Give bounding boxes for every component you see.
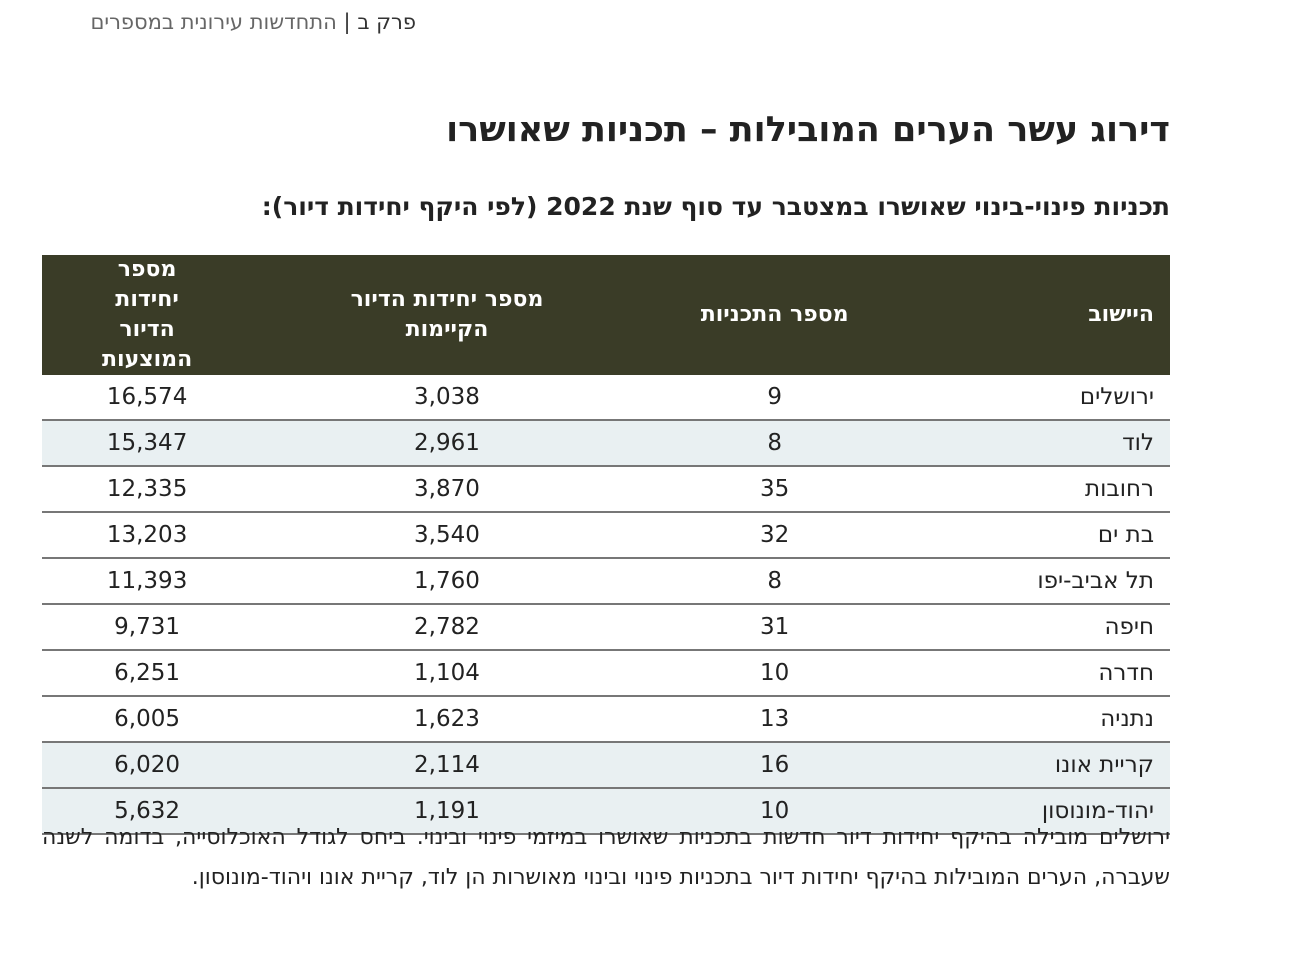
- cell-plans: 16: [641, 742, 908, 789]
- cell-plans: 35: [641, 466, 908, 513]
- cell-existing-units: 1,104: [252, 650, 642, 697]
- cell-plans: 8: [641, 558, 908, 605]
- cell-proposed-units: 6,251: [42, 650, 253, 697]
- cell-proposed-units: 6,020: [42, 742, 253, 789]
- cell-existing-units: 3,540: [252, 512, 642, 559]
- cell-existing-units: 3,870: [252, 466, 642, 513]
- cell-existing-units: 3,038: [252, 375, 642, 421]
- cell-proposed-units: 13,203: [42, 512, 253, 559]
- cell-city: תל אביב-יפו: [907, 558, 1170, 605]
- cell-city: רחובות: [907, 466, 1170, 513]
- table-row: תל אביב-יפו 8 1,760 11,393: [42, 558, 1170, 605]
- cell-proposed-units: 15,347: [42, 420, 253, 467]
- cell-city: חיפה: [907, 604, 1170, 651]
- cell-plans: 10: [641, 788, 908, 835]
- cell-city: נתניה: [907, 696, 1170, 743]
- table-row: יהוד-מונוסון 10 1,191 5,632: [42, 788, 1170, 835]
- table-row: קריית אונו 16 2,114 6,020: [42, 742, 1170, 789]
- cell-city: קריית אונו: [907, 742, 1170, 789]
- section-label: התחדשות עירונית במספרים: [90, 10, 337, 34]
- table-row: חדרה 10 1,104 6,251: [42, 650, 1170, 697]
- table-row: לוד 8 2,961 15,347: [42, 420, 1170, 467]
- cell-existing-units: 2,961: [252, 420, 642, 467]
- cell-proposed-units: 16,574: [42, 375, 253, 421]
- cell-plans: 9: [641, 375, 908, 421]
- separator: |: [343, 10, 351, 34]
- cell-city: לוד: [907, 420, 1170, 467]
- running-header: פרק ב | התחדשות עירונית במספרים: [44, 10, 416, 34]
- col-header-city: היישוב: [907, 255, 1170, 375]
- table-row: נתניה 13 1,623 6,005: [42, 696, 1170, 743]
- cell-proposed-units: 11,393: [42, 558, 253, 605]
- summary-paragraph: ירושלים מובילה בהיקף יחידות דיור חדשות ב…: [42, 825, 1170, 890]
- table-row: בת ים 32 3,540 13,203: [42, 512, 1170, 559]
- cell-plans: 13: [641, 696, 908, 743]
- cell-plans: 8: [641, 420, 908, 467]
- cell-proposed-units: 5,632: [42, 788, 253, 835]
- cell-existing-units: 1,191: [252, 788, 642, 835]
- cell-existing-units: 1,623: [252, 696, 642, 743]
- table-subtitle: תכניות פינוי-בינוי שאושרו במצטבר עד סוף …: [261, 192, 1170, 221]
- table-row: ירושלים 9 3,038 16,574: [42, 375, 1170, 421]
- page-title: דירוג עשר הערים המובילות – תכניות שאושרו: [446, 110, 1170, 150]
- cell-existing-units: 1,760: [252, 558, 642, 605]
- col-header-proposed-units: מספר יחידות הדיור המוצעות: [42, 255, 253, 375]
- cell-plans: 32: [641, 512, 908, 559]
- table-row: רחובות 35 3,870 12,335: [42, 466, 1170, 513]
- cities-table: היישוב מספר התכניות מספר יחידות הדיור הק…: [42, 255, 1170, 835]
- chapter-label: פרק ב: [357, 10, 416, 34]
- cell-plans: 10: [641, 650, 908, 697]
- cell-existing-units: 2,782: [252, 604, 642, 651]
- cell-city: בת ים: [907, 512, 1170, 559]
- col-header-plans: מספר התכניות: [641, 255, 908, 375]
- cell-proposed-units: 6,005: [42, 696, 253, 743]
- table-header-row: היישוב מספר התכניות מספר יחידות הדיור הק…: [42, 255, 1170, 375]
- col-header-existing-units: מספר יחידות הדיור הקיימות: [252, 255, 642, 375]
- cell-proposed-units: 9,731: [42, 604, 253, 651]
- cell-plans: 31: [641, 604, 908, 651]
- cell-proposed-units: 12,335: [42, 466, 253, 513]
- cell-city: יהוד-מונוסון: [907, 788, 1170, 835]
- cell-city: חדרה: [907, 650, 1170, 697]
- cell-existing-units: 2,114: [252, 742, 642, 789]
- table-row: חיפה 31 2,782 9,731: [42, 604, 1170, 651]
- cell-city: ירושלים: [907, 375, 1170, 421]
